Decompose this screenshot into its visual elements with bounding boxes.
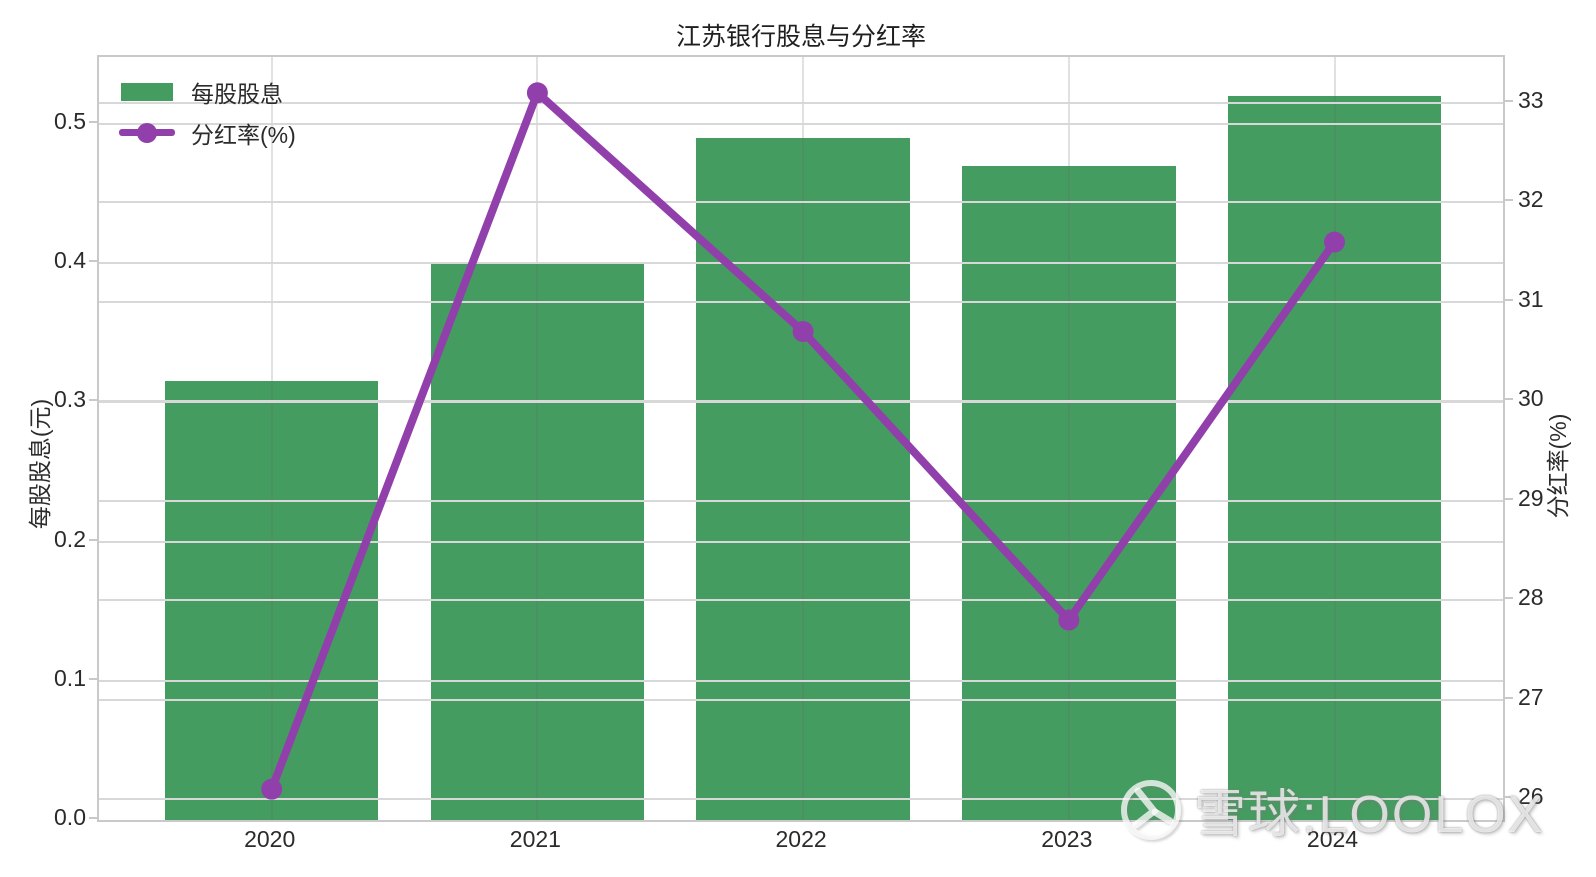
y-tickmark xyxy=(89,120,97,123)
gridline-h-right-26 xyxy=(99,798,1503,801)
bar-swatch-icon xyxy=(121,82,173,101)
payout-marker-2020 xyxy=(261,778,283,800)
gridline-h-left-0.3 xyxy=(99,401,1503,404)
legend-marker xyxy=(119,82,175,101)
y-tick-label-left-0.3: 0.3 xyxy=(54,386,86,413)
gridline-h-left-0.2 xyxy=(99,540,1503,543)
gridline-h-right-32 xyxy=(99,201,1503,204)
y-tick-label-left-0.0: 0.0 xyxy=(54,804,86,830)
y-tickmark xyxy=(1505,597,1513,600)
y-tick-label-right-27: 27 xyxy=(1518,683,1544,710)
gridline-h-right-33 xyxy=(99,101,1503,104)
gridline-v-2023 xyxy=(1067,57,1070,820)
y-tick-label-right-28: 28 xyxy=(1518,584,1544,611)
x-tick-label-2024: 2024 xyxy=(1306,826,1359,852)
right-axis-label: 分红率(%) xyxy=(1545,413,1571,519)
y-tick-label-right-29: 29 xyxy=(1518,484,1544,511)
y-tickmark xyxy=(1505,199,1513,202)
y-tick-label-right-32: 32 xyxy=(1518,186,1544,213)
legend-item-payout: 分红率(%) xyxy=(119,112,296,153)
y-tickmark xyxy=(1505,398,1513,401)
legend-item-dividend: 每股股息 xyxy=(119,71,296,112)
gridline-h-left-0.4 xyxy=(99,262,1503,265)
legend: 每股股息 分红率(%) xyxy=(119,71,296,153)
bar-2023 xyxy=(962,165,1176,820)
grid-layer xyxy=(99,57,1503,820)
gridline-v-2020 xyxy=(270,57,273,820)
legend-marker xyxy=(119,122,175,143)
payout-line xyxy=(267,85,1338,791)
legend-label-dividend: 每股股息 xyxy=(191,80,283,107)
y-tickmark xyxy=(1505,796,1513,799)
legend-label-payout: 分红率(%) xyxy=(191,121,296,148)
y-tickmark xyxy=(89,260,97,263)
payout-marker-2024 xyxy=(1324,231,1346,253)
gridline-h-left-0.5 xyxy=(99,122,1503,125)
payout-marker-2023 xyxy=(1058,609,1080,631)
gridline-h-left-0.1 xyxy=(99,679,1503,682)
payout-line-layer xyxy=(261,82,1346,800)
line-marker-icon xyxy=(119,122,175,143)
gridline-v-2021 xyxy=(536,57,539,820)
x-tick-label-2022: 2022 xyxy=(775,826,827,852)
y-tick-label-left-0.2: 0.2 xyxy=(54,525,86,552)
payout-marker-2022 xyxy=(792,321,814,343)
gridline-h-right-31 xyxy=(99,300,1503,303)
y-tickmark xyxy=(89,817,97,819)
y-tickmark xyxy=(1505,696,1513,699)
y-tick-label-left-0.1: 0.1 xyxy=(54,664,86,691)
xueqiu-logo-icon xyxy=(1121,779,1181,840)
line-marker-dot-icon xyxy=(137,122,157,143)
y-tickmark xyxy=(1505,298,1513,301)
bar-2022 xyxy=(696,137,910,820)
gridline-h-right-27 xyxy=(99,698,1503,701)
x-tick-label-2021: 2021 xyxy=(509,826,561,852)
y-tickmark xyxy=(1505,497,1513,500)
y-tickmark xyxy=(89,399,97,402)
y-tickmark xyxy=(1505,99,1513,102)
watermark-text: 雪球:LOOLOX xyxy=(1194,786,1545,844)
x-tick-label-2020: 2020 xyxy=(244,826,296,852)
y-tickmark xyxy=(89,677,97,680)
y-tick-label-right-30: 30 xyxy=(1518,385,1544,412)
x-tick-label-2023: 2023 xyxy=(1041,826,1093,852)
gridline-v-2024 xyxy=(1333,57,1336,820)
gridline-h-right-30 xyxy=(99,400,1503,403)
gridline-h-right-29 xyxy=(99,499,1503,502)
gridline-v-2022 xyxy=(802,57,805,820)
y-tick-label-right-31: 31 xyxy=(1518,285,1544,312)
y-tick-label-right-33: 33 xyxy=(1518,86,1544,113)
watermark: 雪球:LOOLOX xyxy=(1118,772,1544,847)
gridline-h-right-28 xyxy=(99,599,1503,602)
y-tick-label-left-0.4: 0.4 xyxy=(54,247,86,274)
payout-marker-2021 xyxy=(526,82,548,104)
y-tick-label-left-0.5: 0.5 xyxy=(54,107,86,134)
y-tickmark xyxy=(89,538,97,541)
y-tick-label-right-26: 26 xyxy=(1518,783,1544,810)
plot-area: 每股股息 分红率(%) xyxy=(97,55,1505,822)
chart-title: 江苏银行股息与分红率 xyxy=(675,23,926,51)
